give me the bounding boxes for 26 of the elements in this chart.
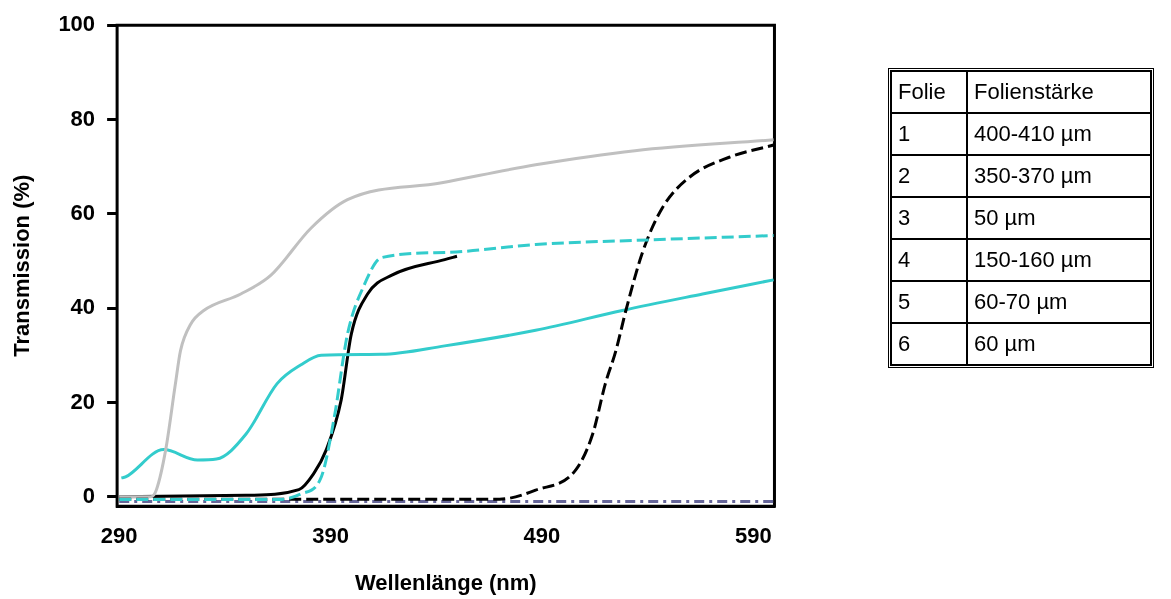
- y-tick-label: 100: [58, 11, 96, 37]
- y-tick-label: 20: [70, 388, 96, 414]
- x-tick-label: 290: [100, 523, 138, 549]
- y-tick-label: 40: [70, 294, 96, 320]
- text: Folie: [891, 71, 967, 113]
- text: 3: [891, 197, 967, 239]
- y-tick-label: 0: [82, 482, 96, 508]
- x-tick-label: 490: [523, 523, 561, 549]
- text: 5: [891, 281, 967, 323]
- text: 60-70 µm: [967, 281, 1151, 323]
- text: 4: [891, 239, 967, 281]
- y-axis-title: Transmission (%): [9, 174, 35, 357]
- x-tick-label: 390: [312, 523, 349, 549]
- text: 60 µm: [967, 323, 1151, 365]
- text: 150-160 µm: [967, 239, 1151, 281]
- text: 1: [891, 113, 967, 155]
- x-axis-title: Wellenlänge (nm): [354, 569, 537, 595]
- text: 400-410 µm: [967, 113, 1151, 155]
- text: Folienstärke: [967, 71, 1151, 113]
- text: 2: [891, 155, 967, 197]
- text: 50 µm: [967, 197, 1151, 239]
- y-tick-label: 80: [70, 105, 96, 131]
- text: 350-370 µm: [967, 155, 1151, 197]
- y-tick-label: 60: [70, 199, 96, 225]
- x-tick-label: 590: [734, 523, 772, 549]
- text: 6: [891, 323, 967, 365]
